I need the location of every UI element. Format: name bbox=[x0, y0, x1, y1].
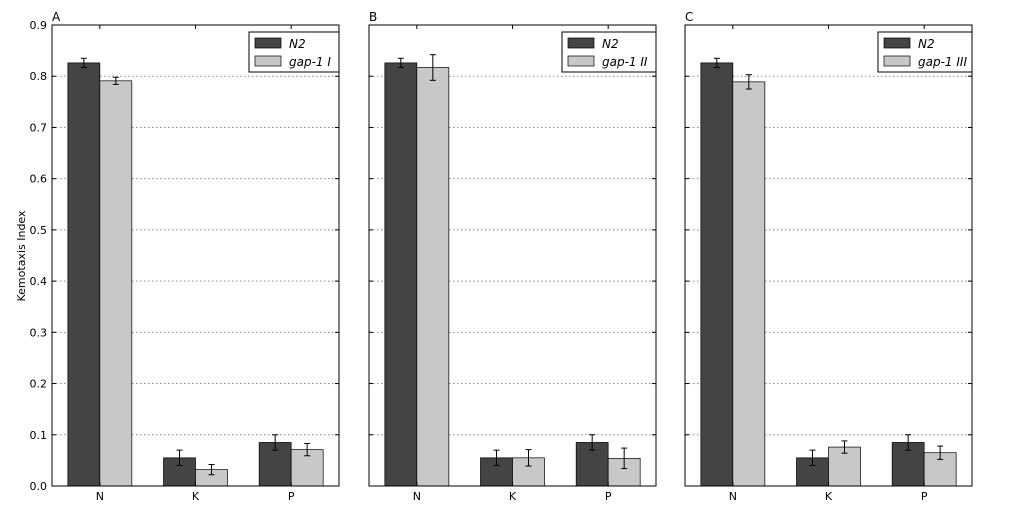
bar bbox=[700, 62, 734, 487]
panel-label: B bbox=[369, 10, 377, 24]
x-tick-label: N bbox=[729, 490, 737, 503]
panel-label: C bbox=[685, 10, 693, 24]
x-tick-label: P bbox=[921, 490, 928, 503]
y-tick-label: 0.3 bbox=[30, 326, 48, 339]
y-tick-label: 0.4 bbox=[30, 275, 48, 288]
y-tick-label: 0.1 bbox=[30, 429, 48, 442]
x-tick-label: K bbox=[509, 490, 517, 503]
bar bbox=[384, 62, 418, 487]
y-tick-label: 0.7 bbox=[30, 121, 48, 134]
chart-panel-b: N K P B N2 gap-1 II bbox=[368, 10, 657, 503]
x-tick-label: N bbox=[96, 490, 104, 503]
legend-swatch bbox=[567, 55, 595, 67]
x-tick-label: K bbox=[825, 490, 833, 503]
y-axis-label: Kemotaxis Index bbox=[15, 210, 28, 301]
legend-label: gap-1 III bbox=[918, 55, 967, 69]
legend-swatch bbox=[254, 37, 282, 49]
legend-swatch bbox=[883, 55, 911, 67]
y-tick-label: 0.9 bbox=[30, 19, 48, 32]
legend-label: gap-1 I bbox=[289, 55, 331, 69]
y-tick-label: 0.0 bbox=[30, 480, 48, 493]
panel-label: A bbox=[52, 10, 61, 24]
bar bbox=[99, 80, 133, 487]
y-tick-label: 0.5 bbox=[30, 224, 48, 237]
chart-panel-a: 0.0 0.1 0.2 0.3 0.4 0.5 0.6 0.7 0.8 0.9 N K P A N2 gap-… bbox=[30, 10, 340, 503]
legend-swatch bbox=[567, 37, 595, 49]
chart-panel-c: N K P C N2 gap-1 III bbox=[684, 10, 973, 503]
legend-swatch bbox=[883, 37, 911, 49]
y-tick-label: 0.6 bbox=[30, 173, 48, 186]
x-tick-label: K bbox=[192, 490, 200, 503]
x-tick-label: N bbox=[413, 490, 421, 503]
plot-frame bbox=[51, 24, 340, 487]
bar bbox=[732, 81, 766, 487]
legend-label: N2 bbox=[918, 37, 935, 51]
y-tick-label: 0.8 bbox=[30, 70, 48, 83]
y-tick-label: 0.2 bbox=[30, 378, 48, 391]
bar bbox=[416, 67, 450, 487]
bar bbox=[67, 62, 101, 487]
legend-label: gap-1 II bbox=[602, 55, 648, 69]
plot-frame bbox=[368, 24, 657, 487]
legend-label: N2 bbox=[289, 37, 306, 51]
legend-label: N2 bbox=[602, 37, 619, 51]
legend-swatch bbox=[254, 55, 282, 67]
x-tick-label: P bbox=[605, 490, 612, 503]
plot-frame bbox=[684, 24, 973, 487]
x-tick-label: P bbox=[288, 490, 295, 503]
